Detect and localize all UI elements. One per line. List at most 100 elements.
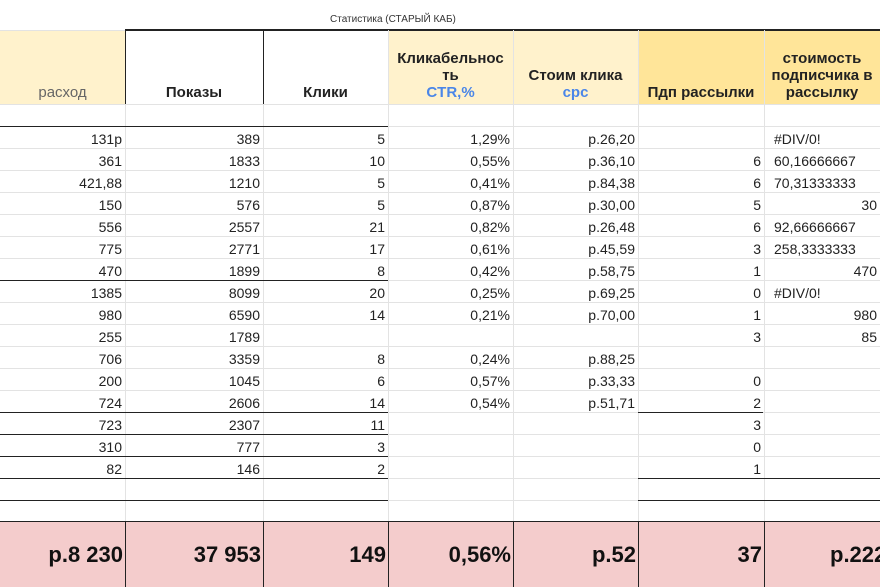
- cell-pokazy[interactable]: 2307: [228, 417, 260, 433]
- cell-kliki[interactable]: 3: [377, 439, 385, 455]
- cell-kliki[interactable]: 11: [370, 417, 385, 433]
- cell-ctr[interactable]: 0,41%: [470, 175, 510, 191]
- column-header-cost_sub[interactable]: стоимость подписчика в рассылку: [764, 30, 880, 104]
- cell-cpc[interactable]: р.36,10: [588, 153, 635, 169]
- cell-ctr[interactable]: [388, 436, 513, 458]
- cell-kliki[interactable]: 8: [377, 263, 385, 279]
- cell-pokazy[interactable]: 1045: [228, 373, 260, 389]
- cell-ctr[interactable]: 0,87%: [470, 197, 510, 213]
- cell-pokazy[interactable]: 389: [236, 131, 260, 147]
- cell-ctr[interactable]: 0,55%: [470, 153, 510, 169]
- cell-cost_sub[interactable]: [764, 458, 880, 480]
- cell-pokazy[interactable]: 6590: [228, 307, 260, 323]
- total-ctr[interactable]: 0,56%: [388, 522, 513, 587]
- cell-kliki[interactable]: 6: [377, 373, 385, 389]
- cell-ctr[interactable]: 1,29%: [470, 131, 510, 147]
- cell-cpc[interactable]: р.26,48: [588, 219, 635, 235]
- cell-cpc[interactable]: р.69,25: [588, 285, 635, 301]
- cell-pokazy[interactable]: 2557: [228, 219, 260, 235]
- cell-ctr[interactable]: 0,54%: [470, 395, 510, 411]
- cell-rashod[interactable]: 556: [98, 219, 122, 235]
- cell-rashod[interactable]: 470: [98, 263, 122, 279]
- column-header-podp[interactable]: Пдп рассылки: [638, 30, 764, 104]
- cell-kliki[interactable]: 5: [377, 175, 385, 191]
- cell-cost_sub[interactable]: 92,66666667: [774, 219, 856, 235]
- cell-rashod[interactable]: 775: [98, 241, 122, 257]
- cell-kliki[interactable]: 20: [369, 285, 385, 301]
- cell-pokazy[interactable]: 1899: [228, 263, 260, 279]
- cell-cost_sub[interactable]: #DIV/0!: [774, 285, 821, 301]
- cell-cpc[interactable]: [513, 436, 638, 458]
- cell-ctr[interactable]: 0,24%: [470, 351, 510, 367]
- cell-pokazy[interactable]: 1833: [228, 153, 260, 169]
- cell-rashod[interactable]: 724: [98, 395, 122, 411]
- cell-pokazy[interactable]: 8099: [228, 285, 260, 301]
- cell-podp[interactable]: 0: [753, 285, 761, 301]
- total-cost_sub[interactable]: р.222: [764, 522, 880, 587]
- cell-kliki[interactable]: 5: [377, 197, 385, 213]
- cell-podp[interactable]: 6: [753, 175, 761, 191]
- cell-podp[interactable]: 1: [753, 307, 761, 323]
- column-header-pokazy[interactable]: Показы: [125, 30, 263, 104]
- cell-rashod[interactable]: 706: [98, 351, 122, 367]
- cell-cpc[interactable]: [513, 326, 638, 348]
- cell-rashod[interactable]: 980: [98, 307, 122, 323]
- cell-ctr[interactable]: 0,57%: [470, 373, 510, 389]
- column-header-cpc[interactable]: Стоим клика cpc: [513, 30, 638, 104]
- cell-kliki[interactable]: 8: [377, 351, 385, 367]
- cell-podp[interactable]: 3: [753, 241, 761, 257]
- cell-rashod[interactable]: 82: [106, 461, 122, 477]
- cell-cost_sub[interactable]: [764, 392, 880, 414]
- cell-podp[interactable]: 1: [753, 263, 761, 279]
- cell-kliki[interactable]: 10: [369, 153, 385, 169]
- cell-cpc[interactable]: р.84,38: [588, 175, 635, 191]
- cell-ctr[interactable]: [388, 458, 513, 480]
- cell-rashod[interactable]: 361: [98, 153, 122, 169]
- cell-cost_sub[interactable]: 85: [861, 329, 877, 345]
- total-pokazy[interactable]: 37 953: [125, 522, 263, 587]
- cell-rashod[interactable]: 200: [98, 373, 122, 389]
- cell-podp[interactable]: 2: [753, 395, 761, 411]
- cell-cost_sub[interactable]: 30: [861, 197, 877, 213]
- cell-ctr[interactable]: 0,21%: [470, 307, 510, 323]
- cell-cpc[interactable]: р.70,00: [588, 307, 635, 323]
- column-header-kliki[interactable]: Клики: [263, 30, 388, 104]
- cell-cost_sub[interactable]: [764, 414, 880, 436]
- column-header-ctr[interactable]: Кликабельнос ть CTR,%: [388, 30, 513, 104]
- cell-podp[interactable]: 6: [753, 153, 761, 169]
- cell-cost_sub[interactable]: 258,3333333: [774, 241, 856, 257]
- cell-cost_sub[interactable]: [764, 348, 880, 370]
- cell-cpc[interactable]: р.33,33: [588, 373, 635, 389]
- cell-cost_sub[interactable]: [764, 436, 880, 458]
- cell-podp[interactable]: [638, 348, 764, 370]
- cell-podp[interactable]: [638, 128, 764, 150]
- cell-rashod[interactable]: 255: [98, 329, 122, 345]
- cell-rashod[interactable]: 310: [98, 439, 122, 455]
- total-kliki[interactable]: 149: [263, 522, 388, 587]
- cell-kliki[interactable]: 5: [377, 131, 385, 147]
- cell-kliki[interactable]: [263, 326, 388, 348]
- cell-cost_sub[interactable]: 70,31333333: [774, 175, 856, 191]
- cell-ctr[interactable]: [388, 414, 513, 436]
- cell-podp[interactable]: 5: [753, 197, 761, 213]
- cell-podp[interactable]: 1: [753, 461, 761, 477]
- cell-kliki[interactable]: 21: [369, 219, 385, 235]
- total-cpc[interactable]: р.52: [513, 522, 638, 587]
- cell-kliki[interactable]: 2: [377, 461, 385, 477]
- cell-pokazy[interactable]: 576: [236, 197, 260, 213]
- cell-ctr[interactable]: 0,61%: [470, 241, 510, 257]
- cell-cost_sub[interactable]: 60,16666667: [774, 153, 856, 169]
- cell-ctr[interactable]: 0,42%: [470, 263, 510, 279]
- cell-podp[interactable]: 3: [753, 329, 761, 345]
- cell-podp[interactable]: 3: [753, 417, 761, 433]
- cell-pokazy[interactable]: 1789: [228, 329, 260, 345]
- cell-cost_sub[interactable]: 980: [853, 307, 877, 323]
- cell-cost_sub[interactable]: [764, 370, 880, 392]
- cell-kliki[interactable]: 14: [369, 395, 385, 411]
- cell-podp[interactable]: 6: [753, 219, 761, 235]
- cell-rashod[interactable]: 1385: [90, 285, 122, 301]
- cell-pokazy[interactable]: 777: [236, 439, 260, 455]
- cell-cost_sub[interactable]: 470: [853, 263, 877, 279]
- cell-kliki[interactable]: 17: [369, 241, 385, 257]
- cell-podp[interactable]: 0: [753, 439, 761, 455]
